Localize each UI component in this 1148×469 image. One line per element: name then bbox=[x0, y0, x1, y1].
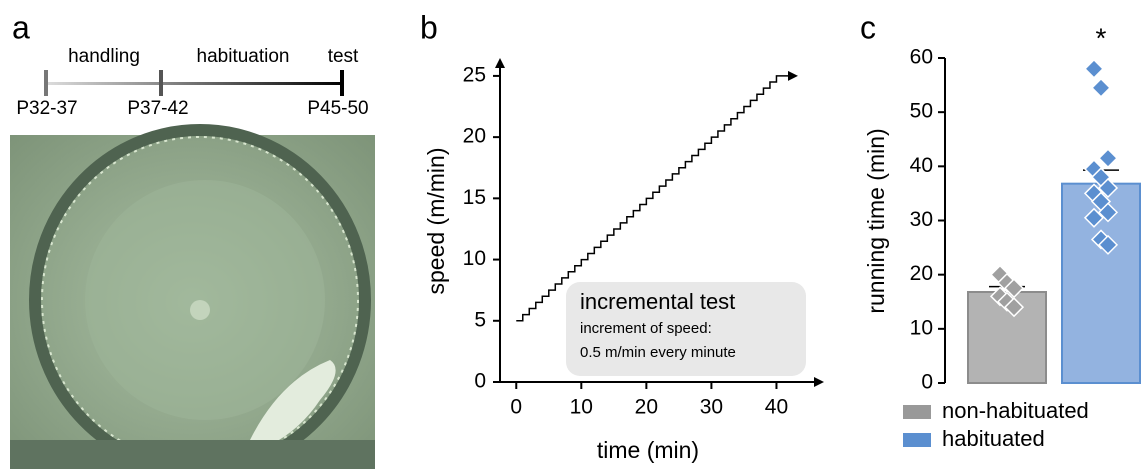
annotation-line: 0.5 m/min every minute bbox=[580, 344, 736, 361]
data-point bbox=[1097, 202, 1119, 223]
data-point bbox=[1097, 177, 1119, 199]
phase-label: handling bbox=[68, 46, 140, 67]
legend-swatch bbox=[903, 433, 931, 447]
x-tick-label: 30 bbox=[700, 396, 723, 419]
x-tick-label: 40 bbox=[765, 396, 788, 419]
phase-label: test bbox=[328, 46, 359, 67]
x-axis-title: time (min) bbox=[597, 437, 699, 463]
y-tick-label: 5 bbox=[474, 308, 486, 331]
x-tick-label: 20 bbox=[635, 396, 658, 419]
panel-letter: a bbox=[12, 9, 30, 45]
photo bbox=[10, 124, 375, 469]
panel-letter: b bbox=[420, 9, 438, 45]
annotation-box bbox=[566, 282, 806, 376]
data-point bbox=[1097, 234, 1119, 255]
timeline-tick bbox=[340, 70, 344, 96]
y-tick-label: 0 bbox=[921, 371, 933, 394]
y-tick-label: 15 bbox=[463, 186, 486, 209]
significance: * bbox=[1096, 22, 1107, 53]
panel-letter: c bbox=[860, 9, 876, 45]
y-axis-title: running time (min) bbox=[863, 128, 889, 313]
timeline-tick bbox=[159, 70, 163, 96]
y-tick-label: 20 bbox=[910, 262, 933, 285]
y-tick-label: 50 bbox=[910, 100, 933, 123]
legend-label: non-habituated bbox=[942, 398, 1089, 423]
y-tick-label: 10 bbox=[463, 247, 486, 270]
y-tick-label: 20 bbox=[463, 125, 486, 148]
data-point bbox=[1083, 207, 1105, 228]
annotation-line: increment of speed: bbox=[580, 320, 712, 337]
legend-label: habituated bbox=[942, 426, 1045, 451]
data-point bbox=[1090, 77, 1112, 98]
age-label: P32-37 bbox=[16, 98, 77, 119]
y-tick-label: 10 bbox=[910, 316, 933, 339]
x-tick-label: 0 bbox=[510, 396, 522, 419]
x-tick-label: 10 bbox=[570, 396, 593, 419]
timeline bbox=[46, 82, 342, 85]
age-label: P37-42 bbox=[127, 98, 188, 119]
y-tick-label: 60 bbox=[910, 46, 933, 69]
data-point bbox=[1097, 148, 1119, 169]
legend-swatch bbox=[903, 405, 931, 419]
speed-line bbox=[516, 70, 798, 322]
data-point bbox=[1003, 297, 1025, 318]
timeline-tick bbox=[44, 70, 48, 96]
age-label: P45-50 bbox=[307, 98, 368, 119]
data-point bbox=[1083, 58, 1105, 79]
annotation-title: incremental test bbox=[580, 289, 735, 314]
phase-label: habituation bbox=[197, 46, 290, 67]
y-tick-label: 0 bbox=[474, 370, 486, 393]
y-axis-title: speed (m/min) bbox=[423, 148, 449, 295]
y-tick-label: 25 bbox=[463, 63, 486, 86]
y-tick-label: 30 bbox=[910, 208, 933, 231]
y-tick-label: 40 bbox=[910, 154, 933, 177]
